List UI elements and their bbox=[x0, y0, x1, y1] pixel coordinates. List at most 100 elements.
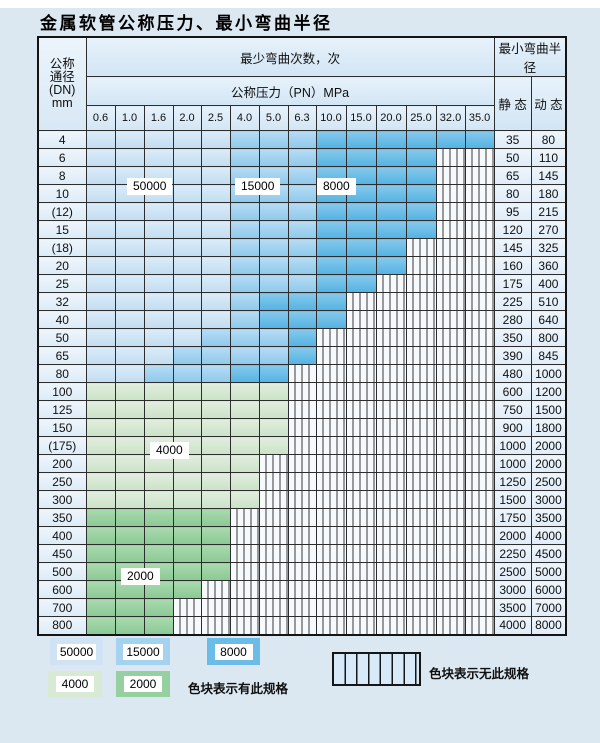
dynamic-radius-value: 845 bbox=[530, 346, 567, 365]
no-spec-cell bbox=[258, 490, 289, 509]
no-spec-cell bbox=[464, 526, 495, 545]
spec-cell bbox=[85, 526, 116, 545]
table-row: (18) 145 325 bbox=[37, 238, 567, 257]
no-spec-cell bbox=[315, 580, 347, 599]
spec-cell bbox=[229, 418, 260, 437]
no-spec-cell bbox=[435, 346, 466, 365]
spec-cell bbox=[114, 436, 145, 455]
spec-cell bbox=[200, 436, 231, 455]
no-spec-cell bbox=[287, 580, 317, 599]
spec-cell bbox=[114, 148, 145, 167]
no-spec-cell bbox=[405, 454, 437, 473]
spec-cell bbox=[345, 148, 377, 167]
no-spec-cell bbox=[258, 508, 289, 527]
no-spec-cell bbox=[287, 400, 317, 419]
table-row: 40 280 640 bbox=[37, 310, 567, 329]
no-spec-cell bbox=[405, 346, 437, 365]
spec-cell bbox=[258, 202, 289, 221]
static-radius-value: 1750 bbox=[493, 508, 532, 527]
dn-cell: 20 bbox=[37, 256, 87, 275]
no-spec-cell bbox=[435, 490, 466, 509]
spec-cell bbox=[287, 310, 317, 329]
no-spec-cell bbox=[464, 274, 495, 293]
legend-swatch-value: 2000 bbox=[124, 676, 162, 692]
dn-cell: 300 bbox=[37, 490, 87, 509]
no-spec-cell bbox=[315, 400, 347, 419]
static-radius-value: 3000 bbox=[493, 580, 532, 599]
spec-cell bbox=[200, 292, 231, 311]
pressure-tick: 1.6 bbox=[143, 105, 174, 131]
no-spec-cell bbox=[315, 472, 347, 491]
dynamic-radius-value: 180 bbox=[530, 184, 567, 203]
no-spec-cell bbox=[375, 346, 407, 365]
no-spec-cell bbox=[375, 274, 407, 293]
spec-cell bbox=[85, 490, 116, 509]
no-spec-cell bbox=[464, 544, 495, 563]
no-spec-cell bbox=[375, 580, 407, 599]
pressure-tick: 0.6 bbox=[85, 105, 116, 131]
spec-cell bbox=[114, 490, 145, 509]
spec-cell bbox=[287, 220, 317, 239]
spec-cell bbox=[258, 328, 289, 347]
spec-cell bbox=[315, 130, 347, 149]
spec-cell bbox=[143, 508, 174, 527]
table-row: 800 4000 8000 bbox=[37, 616, 567, 635]
no-spec-cell bbox=[287, 526, 317, 545]
no-spec-cell bbox=[464, 220, 495, 239]
no-spec-cell bbox=[464, 238, 495, 257]
no-spec-cell bbox=[287, 598, 317, 617]
spec-cell bbox=[405, 166, 437, 185]
spec-cell bbox=[229, 454, 260, 473]
spec-cell bbox=[172, 220, 202, 239]
no-spec-cell bbox=[315, 364, 347, 383]
table-row: 50 350 800 bbox=[37, 328, 567, 347]
spec-cell bbox=[114, 310, 145, 329]
spec-cell bbox=[143, 616, 174, 635]
spec-cell bbox=[172, 472, 202, 491]
no-spec-cell bbox=[405, 490, 437, 509]
no-spec-cell bbox=[287, 418, 317, 437]
no-spec-cell bbox=[200, 598, 231, 617]
spec-cell bbox=[114, 238, 145, 257]
static-radius-value: 350 bbox=[493, 328, 532, 347]
no-spec-cell bbox=[464, 454, 495, 473]
dn-cell: 250 bbox=[37, 472, 87, 491]
static-radius-value: 65 bbox=[493, 166, 532, 185]
spec-cell bbox=[85, 256, 116, 275]
no-spec-cell bbox=[345, 562, 377, 581]
table-row: 65 390 845 bbox=[37, 346, 567, 365]
spec-cell bbox=[435, 130, 466, 149]
spec-cell bbox=[258, 130, 289, 149]
no-spec-cell bbox=[287, 616, 317, 635]
table-row: 600 3000 6000 bbox=[37, 580, 567, 599]
spec-cell bbox=[287, 274, 317, 293]
no-spec-cell bbox=[375, 544, 407, 563]
dn-cell: 100 bbox=[37, 382, 87, 401]
spec-cell bbox=[200, 220, 231, 239]
static-radius-value: 390 bbox=[493, 346, 532, 365]
dynamic-radius-value: 3000 bbox=[530, 490, 567, 509]
no-spec-cell bbox=[172, 616, 202, 635]
spec-cell bbox=[315, 310, 347, 329]
spec-cell bbox=[229, 472, 260, 491]
no-spec-cell bbox=[345, 490, 377, 509]
table-row: 80 480 1000 bbox=[37, 364, 567, 383]
no-spec-cell bbox=[435, 166, 466, 185]
no-spec-cell bbox=[315, 490, 347, 509]
no-spec-cell bbox=[315, 418, 347, 437]
spec-cell bbox=[200, 526, 231, 545]
spec-cell bbox=[85, 310, 116, 329]
dn-cell: 350 bbox=[37, 508, 87, 527]
no-spec-cell bbox=[375, 598, 407, 617]
legend-swatch-15000: 15000 bbox=[116, 638, 170, 665]
legend-swatch-value: 8000 bbox=[214, 643, 253, 660]
corner-header: 公称 通径 (DN) mm bbox=[37, 36, 87, 131]
pressure-tick: 2.5 bbox=[200, 105, 231, 131]
spec-cell bbox=[172, 274, 202, 293]
spec-cell bbox=[315, 292, 347, 311]
spec-cell bbox=[287, 292, 317, 311]
spec-cell bbox=[114, 544, 145, 563]
spec-cell bbox=[85, 364, 116, 383]
spec-cell bbox=[287, 184, 317, 203]
